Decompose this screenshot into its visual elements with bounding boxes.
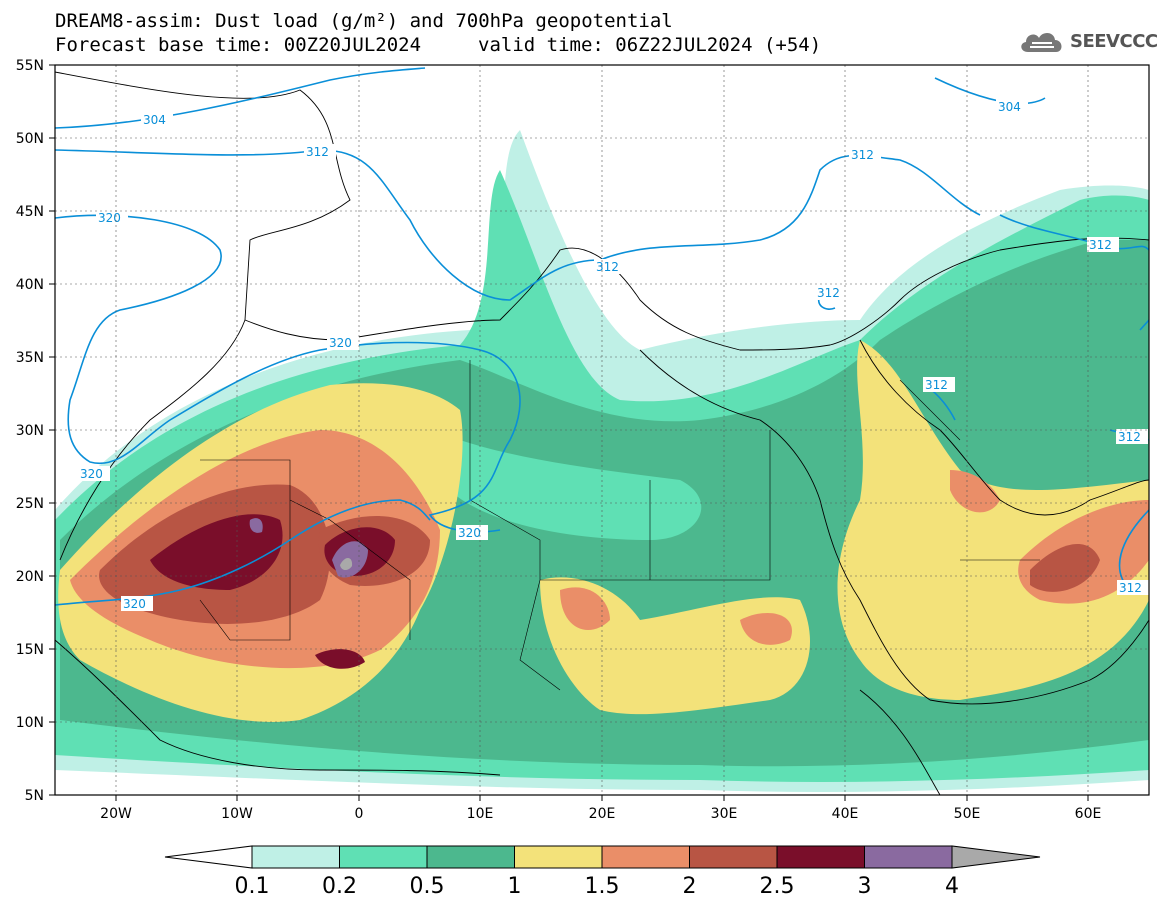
colorbar-label: 1: [508, 874, 522, 899]
contour-label: 312: [596, 260, 619, 274]
colorbar-label: 4: [945, 874, 959, 899]
lon-label: 20W: [100, 806, 132, 822]
lon-label: 60E: [1075, 806, 1102, 822]
contour-label: 320: [458, 526, 481, 540]
contour-312-edge-a: [1139, 319, 1149, 331]
colorbar-label: 0.5: [410, 874, 445, 899]
contour-label: 304: [143, 113, 166, 127]
lat-label: 25N: [16, 496, 44, 512]
forecast-base-time: Forecast base time: 00Z20JUL2024: [55, 34, 422, 56]
contour-label: 312: [1119, 581, 1142, 595]
seevccc-logo: SEEVCCC: [1018, 28, 1158, 54]
contour-label: 320: [98, 211, 121, 225]
lon-label: 40E: [832, 806, 859, 822]
colorbar: 0.1 0.2 0.5 1 1.5 2 2.5 3 4: [164, 845, 1041, 899]
contour-label: 320: [329, 336, 352, 350]
colorbar-label: 1.5: [585, 874, 620, 899]
coastline-gulf: [859, 339, 1149, 516]
colorbar-over-triangle: [951, 845, 1041, 869]
coastline-horn: [859, 689, 941, 795]
lon-label: 30E: [711, 806, 738, 822]
dust-band-4: [340, 557, 353, 571]
lat-label: 40N: [16, 277, 44, 293]
dust-band-0.2-inner: [440, 440, 702, 540]
lat-label: 30N: [16, 423, 44, 439]
dust-band-1.5-b: [740, 612, 792, 645]
contour-label: 312: [851, 148, 874, 162]
lat-label: 35N: [16, 350, 44, 366]
colorbar-label: 0.2: [322, 874, 357, 899]
colorbar-segment: [689, 845, 778, 869]
dust-band-3-west: [249, 518, 263, 533]
country-borders: [199, 360, 1040, 691]
colorbar-label: 3: [858, 874, 872, 899]
tick-marks: [49, 64, 1089, 801]
lon-label: 10W: [221, 806, 253, 822]
colorbar-segment: [251, 845, 340, 869]
coastline-northwest-africa: [59, 319, 246, 561]
contour-label: 320: [123, 597, 146, 611]
cloud-icon: [1021, 32, 1062, 52]
longitude-labels: 20W 10W 0 10E 20E 30E 40E 50E 60E: [100, 806, 1101, 822]
lon-label: 20E: [589, 806, 616, 822]
lat-label: 45N: [16, 204, 44, 220]
dust-band-1.5-gulf: [950, 470, 1000, 513]
colorbar-segment: [601, 845, 690, 869]
lat-label: 15N: [16, 642, 44, 658]
lat-label: 20N: [16, 569, 44, 585]
colorbar-label: 2.5: [760, 874, 795, 899]
graticule: [55, 65, 1149, 795]
coastline-west-africa: [55, 639, 501, 776]
coastlines: [55, 71, 1149, 795]
coastline-red-sea: [639, 349, 931, 701]
latitude-labels: 55N 50N 45N 40N 35N 30N 25N 20N 15N 10N …: [16, 58, 44, 804]
contour-label: 312: [925, 378, 948, 392]
contour-label: 304: [998, 100, 1021, 114]
dust-band-2-east: [1030, 543, 1100, 592]
lat-label: 10N: [16, 715, 44, 731]
lon-label: 0: [355, 806, 364, 822]
map-title: DREAM8-assim: Dust load (g/m²) and 700hP…: [55, 10, 673, 32]
contour-label: 320: [80, 467, 103, 481]
contour-320-west: [55, 214, 521, 533]
colorbar-segment: [864, 845, 953, 869]
lon-label: 10E: [467, 806, 494, 822]
contour-label: 312: [817, 286, 840, 300]
colorbar-label: 2: [683, 874, 697, 899]
dust-band-1.5-a: [560, 587, 610, 630]
contour-label: 312: [306, 145, 329, 159]
colorbar-segment: [776, 845, 865, 869]
colorbar-segment: [339, 845, 428, 869]
dust-band-2.5-south: [315, 649, 365, 669]
colorbar-label: 0.1: [235, 874, 270, 899]
contour-label: 312: [1118, 430, 1141, 444]
valid-time: valid time: 06Z22JUL2024 (+54): [478, 34, 822, 56]
lat-label: 55N: [16, 58, 44, 74]
coastline-arabia-south: [929, 619, 1149, 705]
colorbar-under-triangle: [164, 845, 253, 869]
lat-label: 5N: [25, 788, 44, 804]
coastline-north: [55, 71, 1149, 351]
lon-label: 50E: [954, 806, 981, 822]
contour-304-west: [55, 67, 426, 129]
dust-band-2.5-west: [150, 514, 283, 590]
contour-label: 312: [1089, 238, 1112, 252]
colorbar-segment: [426, 845, 515, 869]
logo-text: SEEVCCC: [1070, 30, 1158, 52]
colorbar-segment: [514, 845, 603, 869]
lat-label: 50N: [16, 131, 44, 147]
